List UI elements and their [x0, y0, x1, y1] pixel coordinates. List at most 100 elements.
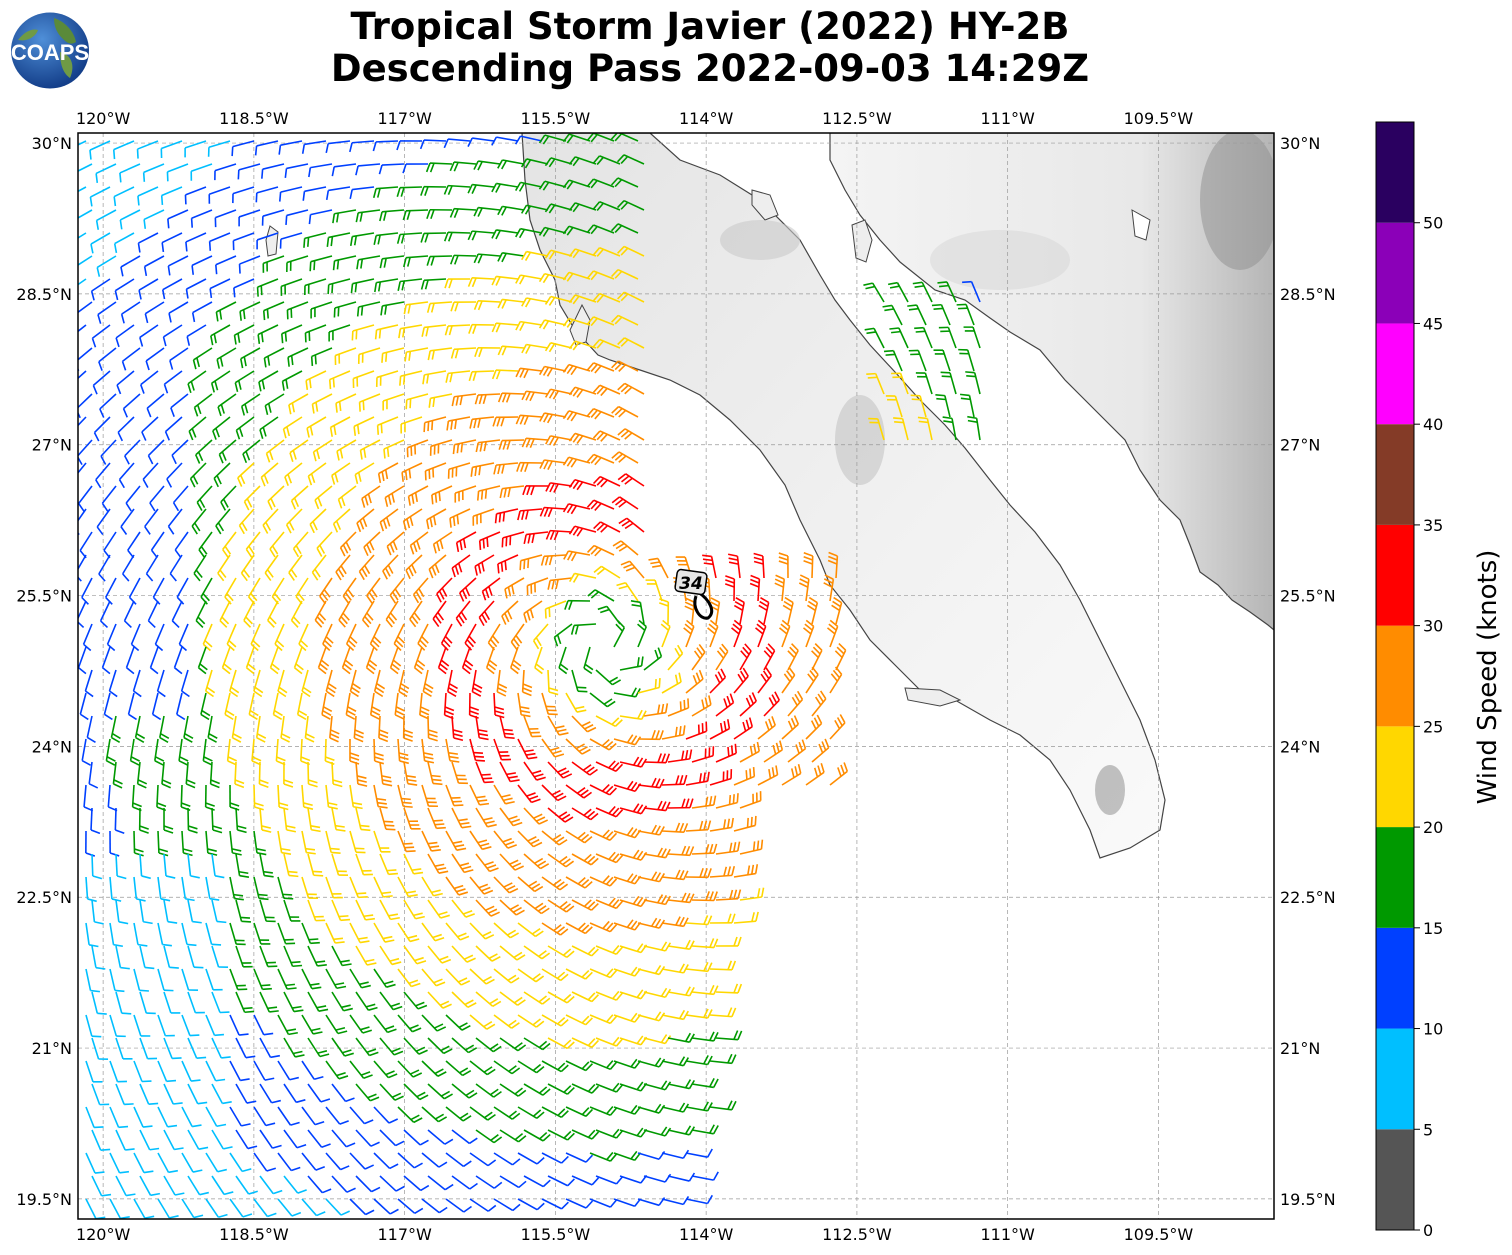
- wind-barb: [586, 224, 615, 235]
- wind-barb: [147, 439, 165, 465]
- wind-barb: [610, 223, 639, 234]
- wind-barb: [78, 646, 87, 675]
- wind-barb: [613, 687, 641, 698]
- wind-barb: [134, 715, 146, 743]
- wind-barb: [469, 1198, 497, 1212]
- wind-barb: [803, 551, 814, 579]
- wind-barb: [755, 619, 767, 648]
- lat-label-left-3: 25.5°N: [16, 587, 72, 606]
- wind-barb: [295, 577, 309, 605]
- wind-barb: [205, 830, 218, 856]
- wind-barb: [562, 456, 591, 468]
- wind-barb: [216, 347, 237, 369]
- wind-barb: [106, 623, 117, 652]
- wind-barb: [583, 646, 594, 675]
- wind-barb: [233, 324, 255, 345]
- wind-barb: [420, 278, 447, 290]
- lat-label-left-4: 24°N: [32, 737, 72, 756]
- wind-barb: [451, 1175, 478, 1190]
- wind-barb: [499, 761, 520, 783]
- wind-barb: [138, 278, 159, 300]
- wind-barb: [95, 209, 117, 230]
- wind-barb: [301, 1014, 323, 1035]
- wind-barb: [468, 692, 480, 719]
- wind-barb: [661, 1149, 690, 1159]
- wind-barb: [115, 1037, 133, 1060]
- wind-barb: [382, 554, 399, 580]
- wind-barb: [547, 669, 559, 696]
- wind-barb: [691, 1031, 719, 1042]
- wind-barb: [419, 692, 430, 720]
- wind-barb: [211, 1129, 233, 1150]
- wind-barb: [733, 815, 757, 832]
- wind-barb: [431, 485, 453, 505]
- wind-barb: [262, 255, 285, 273]
- wind-barb: [547, 899, 575, 913]
- wind-barb: [967, 415, 981, 441]
- wind-barb: [211, 1083, 232, 1105]
- wind-barb: [739, 791, 762, 809]
- wind-barb: [753, 552, 765, 579]
- wind-barb: [185, 278, 207, 299]
- wind-barb: [685, 1055, 713, 1066]
- wind-barb: [538, 226, 567, 237]
- wind-barb: [382, 393, 405, 411]
- wind-barb: [565, 830, 593, 844]
- wind-barb: [497, 159, 525, 170]
- wind-barb: [96, 255, 117, 277]
- wind-barb: [115, 324, 135, 348]
- wind-barb: [103, 531, 117, 559]
- wind-barb: [589, 692, 616, 708]
- wind-barb: [501, 600, 519, 625]
- colorbar-segment-8: [1376, 323, 1414, 425]
- wind-barb: [619, 1035, 648, 1046]
- wind-barb: [115, 899, 129, 925]
- wind-barb: [321, 692, 333, 720]
- wind-barb: [497, 205, 525, 216]
- wind-barb: [547, 761, 573, 779]
- wind-barb: [240, 347, 261, 369]
- wind-barb: [258, 370, 279, 392]
- wind-barb: [149, 485, 165, 512]
- wind-barb: [517, 692, 531, 718]
- wind-barb: [302, 186, 327, 201]
- wind-barb: [306, 416, 327, 438]
- wind-barb: [154, 623, 165, 652]
- wind-barb: [209, 761, 220, 789]
- wind-barb: [497, 298, 525, 309]
- wind-barb: [325, 140, 351, 154]
- wind-barb: [685, 1008, 713, 1019]
- wind-barb: [317, 646, 330, 675]
- wind-barb: [565, 876, 593, 889]
- lon-label-top-4: 114°W: [679, 109, 734, 128]
- wind-barb: [661, 1009, 689, 1021]
- wind-barb: [707, 619, 719, 648]
- wind-barb: [325, 830, 341, 855]
- wind-barb: [661, 963, 689, 974]
- wind-barb: [331, 945, 352, 967]
- wind-barb: [396, 186, 423, 197]
- wind-barb: [709, 597, 721, 625]
- wind-barb: [78, 255, 93, 266]
- wind-barb: [353, 715, 364, 743]
- wind-barb: [107, 784, 118, 812]
- wind-barb: [571, 945, 599, 957]
- wind-barb: [571, 853, 599, 866]
- wind-barb: [127, 531, 141, 559]
- wind-barb: [125, 485, 141, 512]
- wind-barb: [349, 1106, 374, 1125]
- wind-barb: [802, 619, 815, 648]
- wind-barb: [205, 922, 222, 946]
- wind-barb: [332, 209, 357, 224]
- wind-barb: [406, 439, 429, 458]
- wind-barb: [397, 1198, 424, 1215]
- wind-barb: [235, 1083, 257, 1104]
- wind-barb: [336, 439, 357, 461]
- wind-barb: [724, 575, 736, 602]
- wind-barb: [187, 807, 198, 834]
- wind-barb: [637, 678, 661, 694]
- wind-barb: [449, 207, 477, 219]
- wind-barb: [257, 324, 279, 345]
- wind-barb: [443, 184, 471, 195]
- colorbar-segment-7: [1376, 424, 1414, 525]
